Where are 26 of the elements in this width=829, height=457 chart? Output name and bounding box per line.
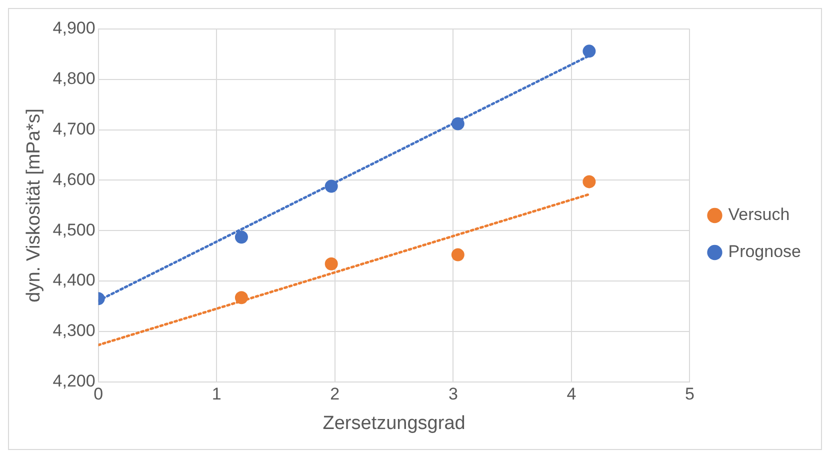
y-tick-label: 4,900 [52,18,96,38]
y-axis-title: dyn. Viskosität [mPa*s] [24,108,45,302]
point [451,117,464,130]
y-tick-label: 4,700 [52,119,96,138]
y-tick-label: 4,500 [52,220,96,240]
point [451,248,464,262]
y-tick-label: 4,600 [52,170,96,189]
x-tick-label: 1 [212,384,222,404]
y-tick-label: 4,800 [52,69,96,88]
x-tick-label: 0 [94,384,104,404]
legend-label: Versuch [728,205,790,224]
point [234,230,248,244]
x-tick-label: 5 [684,384,694,404]
x-tick-label: 2 [330,384,340,404]
point [234,291,248,304]
x-axis-title: Zersetzungsgrad [322,412,466,434]
x-tick-label: 4 [566,384,576,404]
point [582,44,596,58]
legend-label: Prognose [728,242,802,262]
x-tick-label: 3 [448,384,458,404]
y-tick-label: 4,400 [52,270,96,290]
point [324,257,338,270]
y-tick-label: 4,200 [52,371,96,390]
point [324,180,338,193]
point [582,175,596,188]
y-tick-label: 4,300 [52,321,96,340]
